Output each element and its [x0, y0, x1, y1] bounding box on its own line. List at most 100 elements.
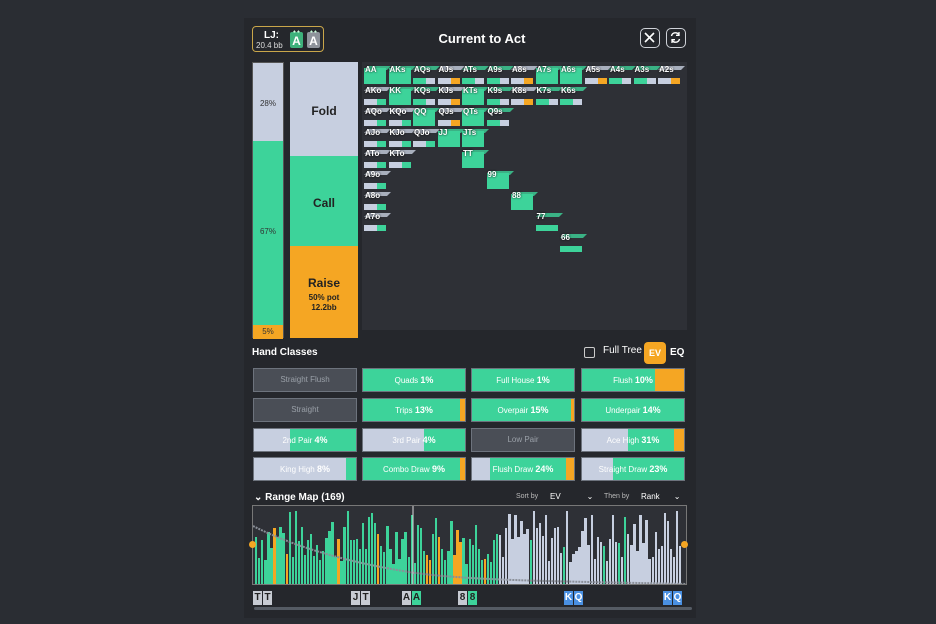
- action-distribution-bar: 28% 67% 5%: [252, 62, 284, 339]
- hand-cell-A5s[interactable]: A5s: [584, 65, 612, 84]
- hand-class-3rd-pair[interactable]: 3rd Pair 4%: [362, 428, 466, 452]
- range-map-spike: [526, 529, 529, 584]
- hand-cell-QTs[interactable]: QTs: [462, 107, 489, 126]
- refresh-button[interactable]: [666, 28, 686, 48]
- range-slider-left-handle[interactable]: [249, 541, 256, 548]
- range-map-spike: [477, 549, 481, 584]
- hand-cell-A6s[interactable]: A6s: [560, 65, 587, 84]
- hand-cell-QJo[interactable]: QJo: [413, 128, 440, 147]
- hand-class-trips[interactable]: Trips 13%: [362, 398, 466, 422]
- range-map-spike: [627, 534, 630, 584]
- hand-cell-KTo[interactable]: KTo: [388, 149, 416, 168]
- hand-class-straight[interactable]: Straight: [253, 398, 357, 422]
- range-map-spike: [566, 511, 569, 584]
- hand-cell-K6s[interactable]: K6s: [560, 86, 587, 105]
- hand-cell-QQ[interactable]: QQ: [413, 107, 440, 126]
- hand-cell-QJs[interactable]: QJs: [437, 107, 465, 126]
- horizontal-scrollbar[interactable]: [254, 607, 692, 610]
- hand-class-low-pair[interactable]: Low Pair: [471, 428, 575, 452]
- hand-class-underpair[interactable]: Underpair 14%: [581, 398, 685, 422]
- range-map-spike: [514, 515, 517, 584]
- sort-by-select[interactable]: EV ⌄: [550, 492, 594, 501]
- hand-cell-AQs[interactable]: AQs: [413, 65, 440, 84]
- range-map-spike: [276, 536, 279, 584]
- then-by-select[interactable]: Rank ⌄: [641, 492, 681, 501]
- hand-cell-K9s[interactable]: K9s: [486, 86, 514, 105]
- hand-class-straight-flush[interactable]: Straight Flush: [253, 368, 357, 392]
- range-map-spike: [294, 511, 298, 584]
- hand-class-2nd-pair[interactable]: 2nd Pair 4%: [253, 428, 357, 452]
- hand-class-straight-draw[interactable]: Straight Draw 23%: [581, 457, 685, 481]
- close-button[interactable]: [640, 28, 660, 48]
- hand-cell-A3s[interactable]: A3s: [633, 65, 661, 84]
- hand-cell-A8o[interactable]: A8o: [364, 191, 391, 210]
- hand-cell-KQs[interactable]: KQs: [413, 86, 440, 105]
- raise-action[interactable]: Raise 50% pot 12.2bb: [290, 246, 358, 338]
- hand-cell-ATs[interactable]: ATs: [462, 65, 489, 84]
- hand-class-king-high[interactable]: King High 8%: [253, 457, 357, 481]
- hand-cell-KK[interactable]: KK: [388, 86, 416, 105]
- hand-cell-99[interactable]: 99: [486, 170, 514, 189]
- hand-cell-K7s[interactable]: K7s: [535, 86, 563, 105]
- hand-cell-A8s[interactable]: A8s: [511, 65, 538, 84]
- hand-cell-A4s[interactable]: A4s: [609, 65, 636, 84]
- range-map-spike: [511, 538, 514, 584]
- range-map-spike: [602, 545, 606, 584]
- hand-cell-A9o[interactable]: A9o: [364, 170, 391, 189]
- hand-cell-KQo[interactable]: KQo: [388, 107, 416, 126]
- full-tree-checkbox[interactable]: [584, 347, 595, 358]
- hand-class-flush[interactable]: Flush 10%: [581, 368, 685, 392]
- hand-cell-77[interactable]: 77: [535, 212, 563, 231]
- range-map-spike: [312, 555, 316, 584]
- hand-cell-A7o[interactable]: A7o: [364, 212, 391, 231]
- hand-matrix: AA AKs AQs AJs ATs A9s A8s A7s A6s A5s A4s A3s A2s AK…: [362, 62, 687, 330]
- hand-cell-ATo[interactable]: ATo: [364, 149, 391, 168]
- hand-cell-JTs[interactable]: JTs: [462, 128, 489, 147]
- hand-class-combo-draw[interactable]: Combo Draw 9%: [362, 457, 466, 481]
- hand-cell-88[interactable]: 88: [511, 191, 538, 210]
- range-map-spike: [453, 554, 456, 584]
- range-map-spike: [535, 528, 538, 584]
- hand-cell-AA[interactable]: AA: [364, 65, 391, 84]
- fold-action[interactable]: Fold: [290, 62, 358, 156]
- range-map-spike: [282, 533, 285, 584]
- ev-toggle[interactable]: EV: [644, 342, 666, 364]
- range-map-spike: [438, 536, 441, 584]
- range-slider-right-handle[interactable]: [681, 541, 688, 548]
- range-map-chart[interactable]: [252, 505, 687, 585]
- hand-cell-KTs[interactable]: KTs: [462, 86, 489, 105]
- range-map-spike: [502, 557, 505, 584]
- hand-cell-A7s[interactable]: A7s: [535, 65, 563, 84]
- hand-cell-AJs[interactable]: AJs: [437, 65, 465, 84]
- hand-class-full-house[interactable]: Full House 1%: [471, 368, 575, 392]
- hand-cell-AKs[interactable]: AKs: [388, 65, 416, 84]
- hand-cell-JJ[interactable]: JJ: [437, 128, 465, 147]
- hand-class-ace-high[interactable]: Ace High 31%: [581, 428, 685, 452]
- raise-segment: 5%: [253, 325, 283, 339]
- range-map-spike: [672, 556, 676, 584]
- hand-class-quads[interactable]: Quads 1%: [362, 368, 466, 392]
- call-action[interactable]: Call: [290, 156, 358, 246]
- hand-cell-KJo[interactable]: KJo: [388, 128, 416, 147]
- hand-cell-K8s[interactable]: K8s: [511, 86, 538, 105]
- hand-cell-AQo[interactable]: AQo: [364, 107, 391, 126]
- hand-cell-AJo[interactable]: AJo: [364, 128, 391, 147]
- range-map-spike: [499, 534, 502, 584]
- hand-cell-Q9s[interactable]: Q9s: [486, 107, 514, 126]
- hand-cell-A9s[interactable]: A9s: [486, 65, 514, 84]
- hand-cell-A2s[interactable]: A2s: [658, 65, 685, 84]
- hand-cell-AKo[interactable]: AKo: [364, 86, 391, 105]
- hand-class-overpair[interactable]: Overpair 15%: [471, 398, 575, 422]
- eq-toggle[interactable]: EQ: [670, 347, 685, 358]
- range-map-title[interactable]: ⌄ Range Map (169): [254, 492, 345, 503]
- hand-cell-KJs[interactable]: KJs: [437, 86, 465, 105]
- hand-cell-TT[interactable]: TT: [462, 149, 489, 168]
- hand-cell-66[interactable]: 66: [560, 233, 587, 252]
- hand-class-flush-draw[interactable]: Flush Draw 24%: [471, 457, 575, 481]
